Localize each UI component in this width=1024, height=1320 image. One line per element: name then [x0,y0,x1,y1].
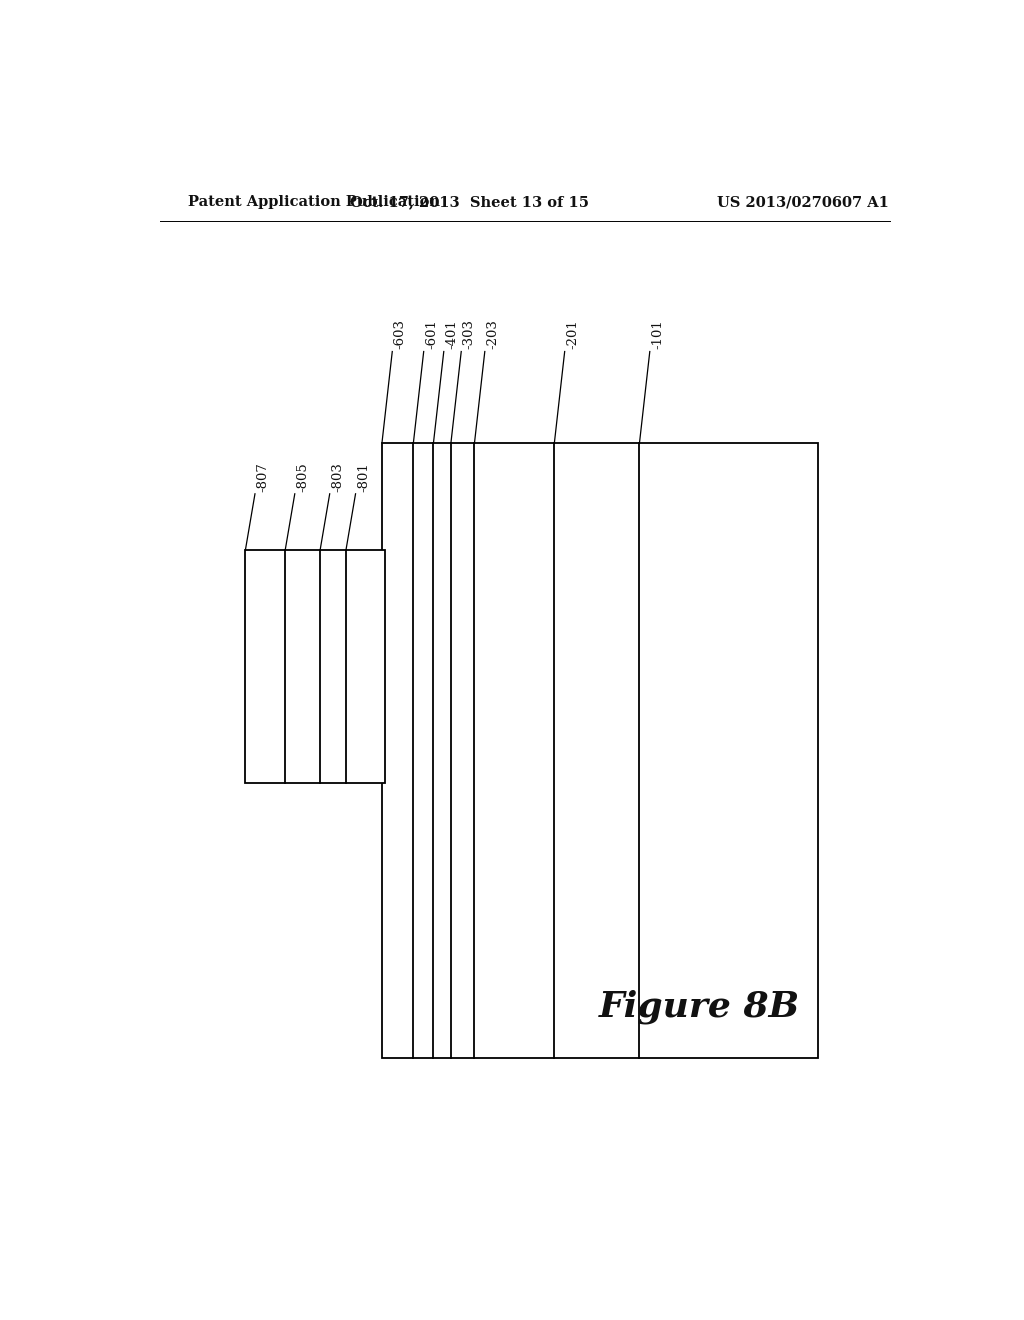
Text: -803: -803 [332,462,344,492]
Text: US 2013/0270607 A1: US 2013/0270607 A1 [717,195,889,209]
Text: -303: -303 [463,319,476,350]
Text: Figure 8B: Figure 8B [599,990,800,1024]
Text: -807: -807 [257,462,269,492]
Text: -401: -401 [445,319,459,350]
Text: -101: -101 [651,319,665,350]
Bar [246,549,385,784]
Bar [382,444,818,1057]
Text: -805: -805 [296,462,309,492]
Text: -601: -601 [425,319,438,350]
Text: Oct. 17, 2013  Sheet 13 of 15: Oct. 17, 2013 Sheet 13 of 15 [350,195,589,209]
Text: -203: -203 [486,319,500,350]
Text: -801: -801 [357,462,370,492]
Text: -603: -603 [394,319,407,350]
Text: -201: -201 [566,319,580,350]
Text: Patent Application Publication: Patent Application Publication [187,195,439,209]
